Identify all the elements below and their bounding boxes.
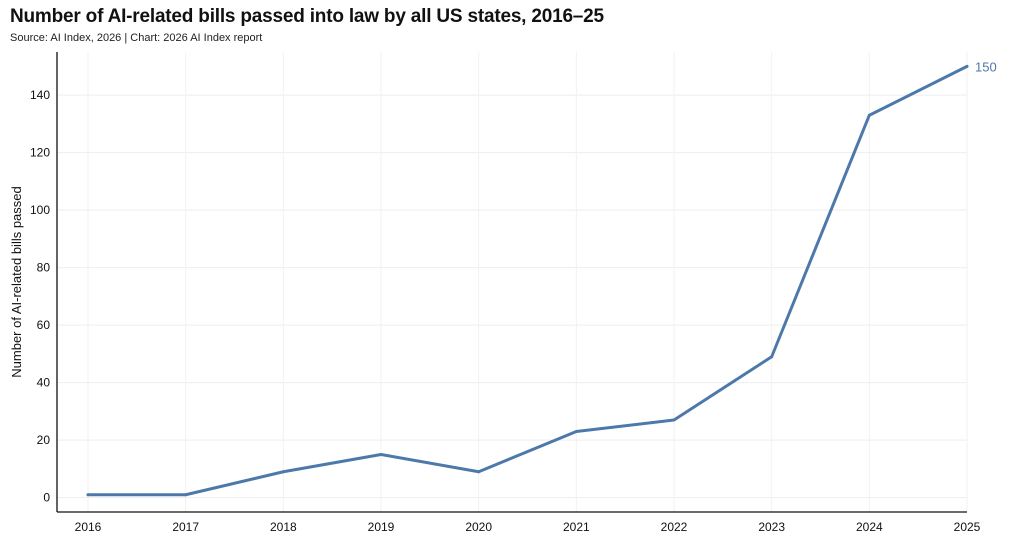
x-tick-label: 2016 [75,520,102,534]
y-tick-label: 120 [30,146,50,160]
x-tick-label: 2018 [270,520,297,534]
x-tick-label: 2019 [368,520,395,534]
data-point [281,470,285,474]
x-tick-label: 2025 [954,520,981,534]
x-tick-label: 2023 [758,520,785,534]
data-point [477,470,481,474]
data-point [184,493,188,497]
y-tick-label: 0 [43,491,50,505]
y-tick-label: 140 [30,88,50,102]
y-tick-label: 40 [37,376,51,390]
end-data-label: 150 [975,59,997,74]
data-point [867,113,871,117]
y-tick-label: 100 [30,203,50,217]
chart-subtitle: Source: AI Index, 2026 | Chart: 2026 AI … [10,32,263,44]
x-tick-label: 2020 [465,520,492,534]
data-point [86,493,90,497]
y-axis-label: Number of AI-related bills passed [9,186,24,377]
x-tick-label: 2022 [661,520,688,534]
data-point [379,453,383,456]
y-tick-label: 80 [37,261,51,275]
y-tick-label: 60 [37,318,51,332]
data-point [965,64,969,68]
series-line [86,64,969,497]
data-point [672,418,676,422]
x-tick-label: 2017 [172,520,199,534]
data-point [574,430,578,433]
chart-title: Number of AI-related bills passed into l… [10,6,604,27]
data-point [770,355,774,359]
x-tick-label: 2024 [856,520,883,534]
y-tick-label: 20 [37,433,51,447]
x-tick-label: 2021 [563,520,590,534]
